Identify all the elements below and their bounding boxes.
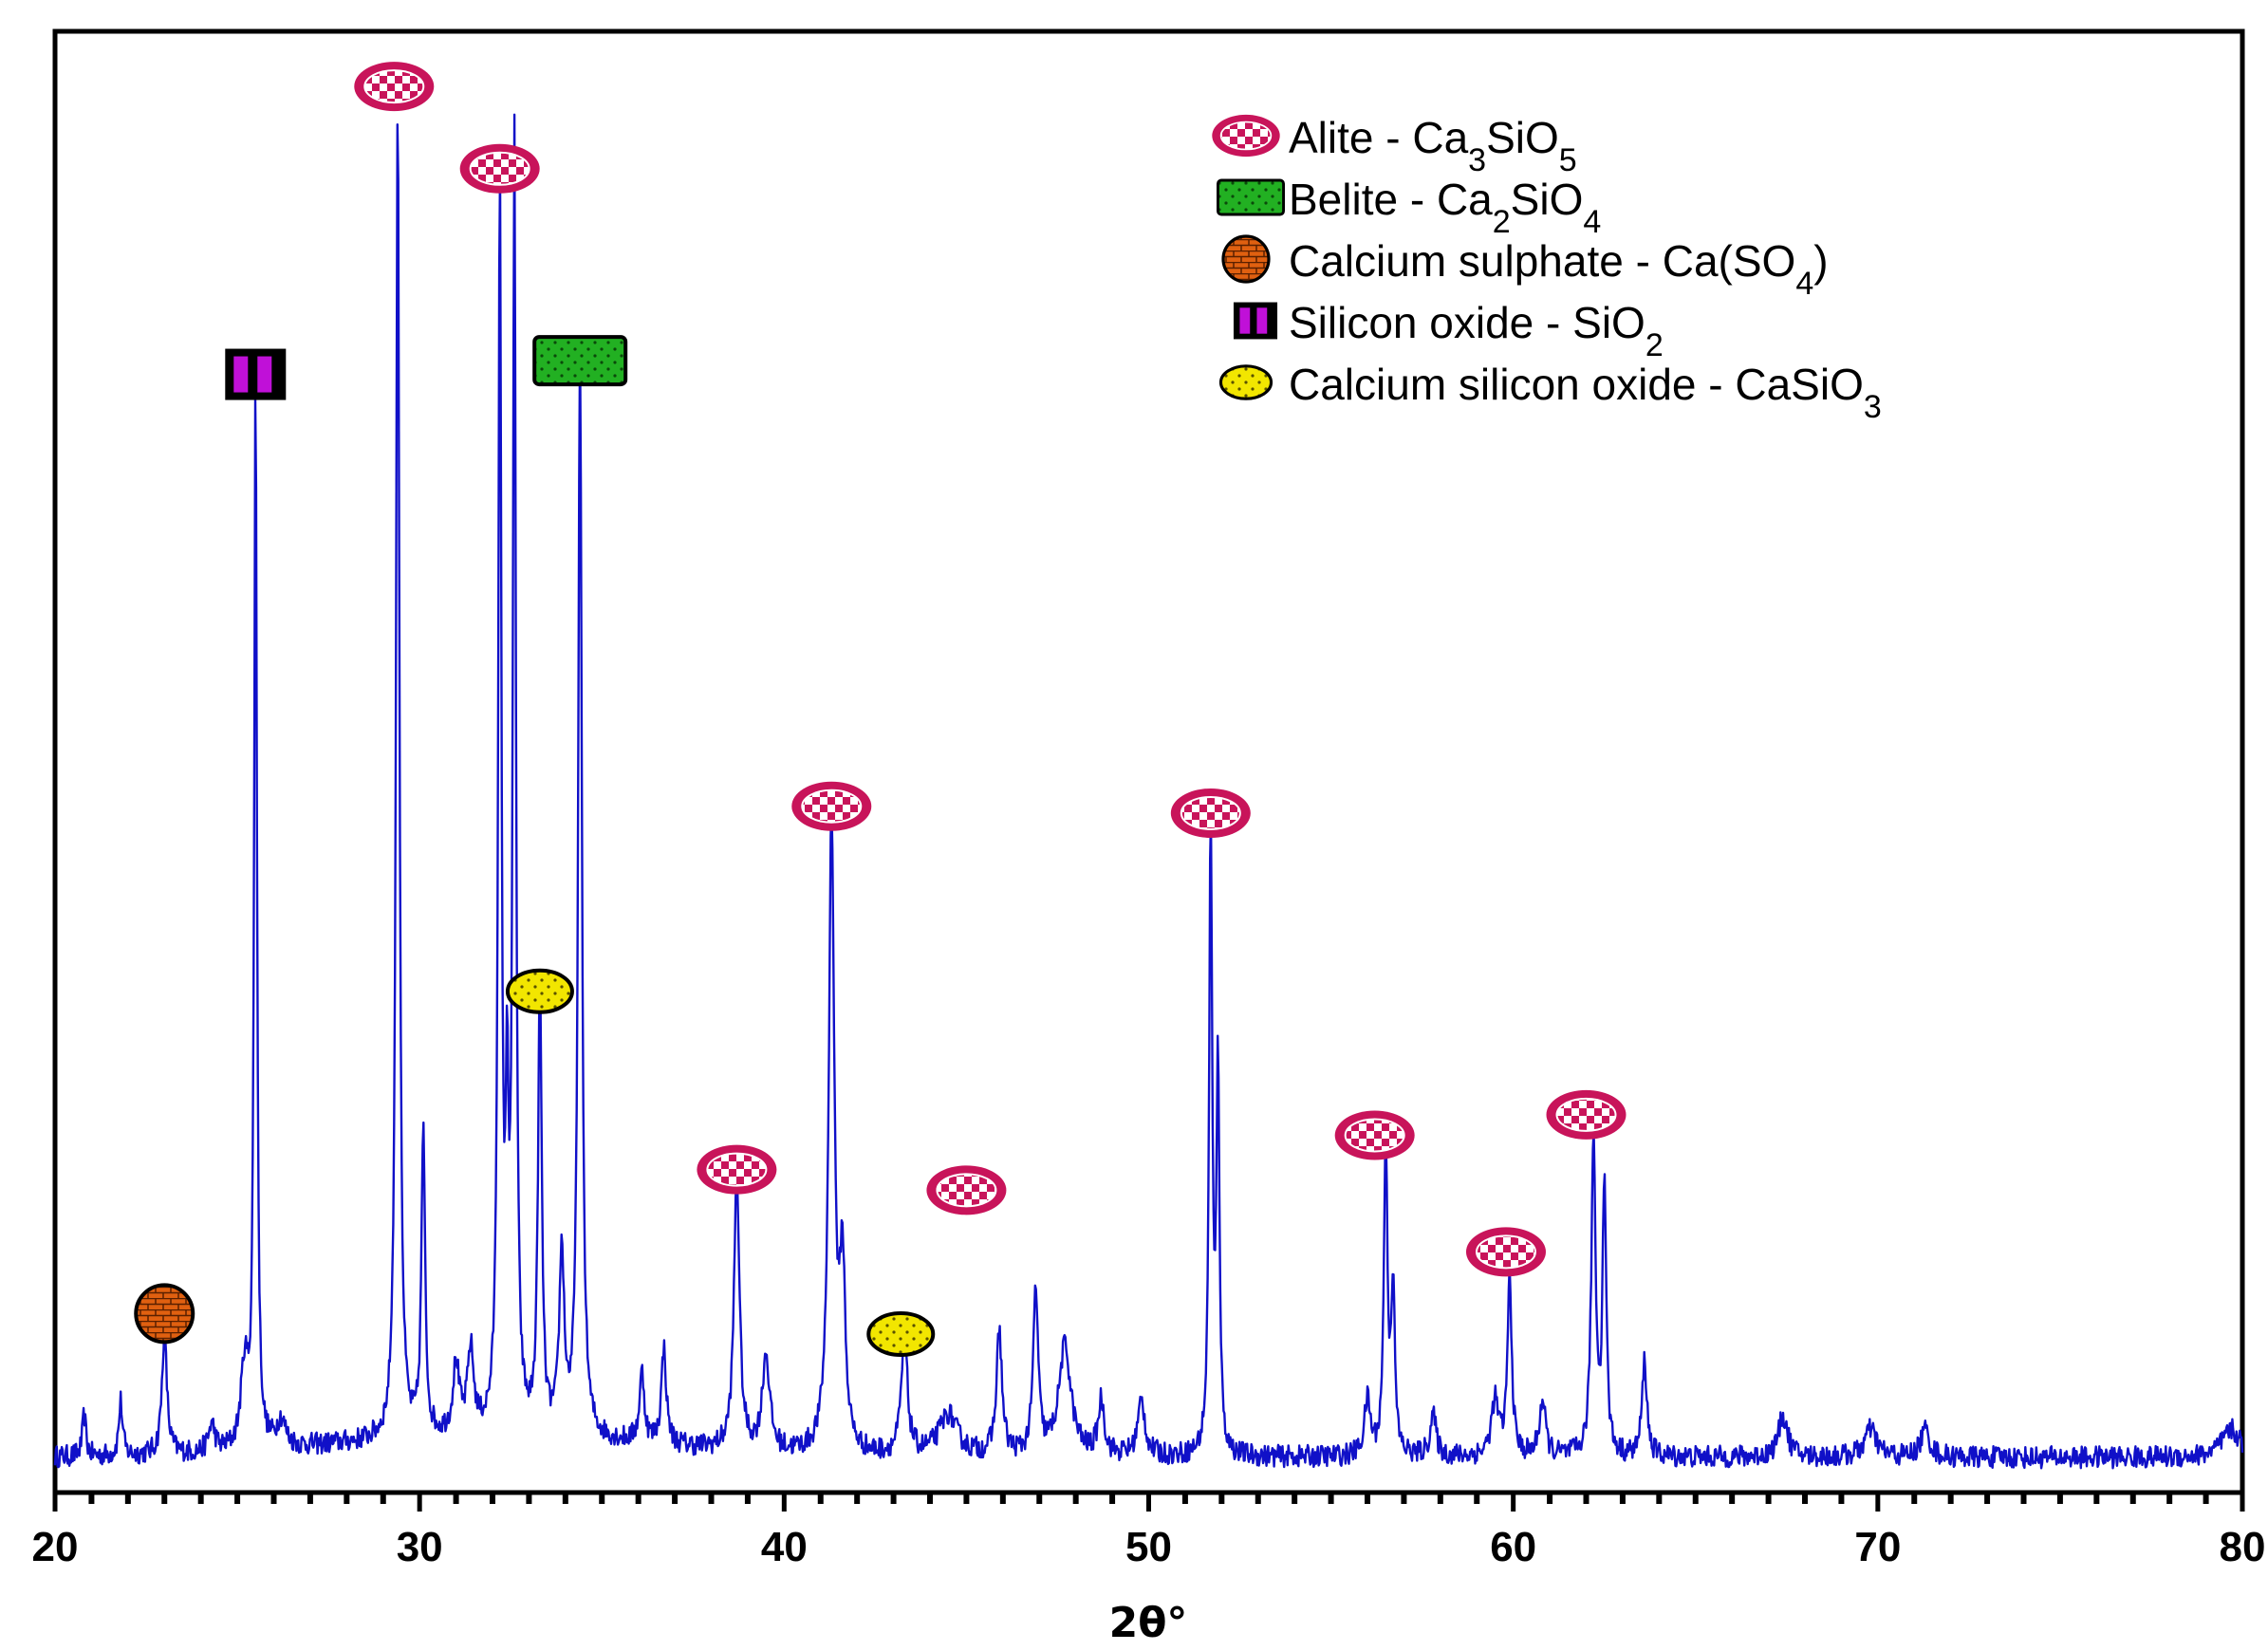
peak-markers [134, 62, 1627, 1358]
alite-peak-marker [1170, 788, 1251, 838]
x-tick-label: 50 [1125, 1524, 1172, 1570]
x-tick-label: 80 [2220, 1524, 2266, 1570]
x-axis-ticks [52, 1493, 2245, 1512]
sulphate-peak-marker [134, 1283, 195, 1345]
alite-peak-marker [791, 781, 872, 831]
wollastonite-peak-marker [505, 968, 574, 1014]
sulphate-legend-icon [1221, 234, 1271, 284]
x-tick-label: 20 [32, 1524, 79, 1570]
alite-peak-marker [1334, 1110, 1415, 1160]
legend-item-alite: Alite - Ca3SiO5 [1212, 113, 1577, 178]
x-tick-label: 60 [1490, 1524, 1536, 1570]
legend-label: Calcium silicon oxide - CaSiO3 [1289, 360, 1882, 425]
alite-peak-marker [697, 1144, 777, 1195]
wollastonite-peak-marker [866, 1311, 936, 1358]
belite-legend-icon [1216, 178, 1285, 216]
legend-item-sulphate: Calcium sulphate - Ca(SO4) [1221, 234, 1829, 302]
belite-peak-marker [532, 335, 628, 387]
silica-legend-icon [1233, 302, 1278, 340]
legend-label: Alite - Ca3SiO5 [1289, 113, 1577, 178]
legend-label: Silicon oxide - SiO2 [1289, 298, 1664, 363]
alite-peak-marker [459, 143, 540, 194]
x-tick-label: 40 [761, 1524, 808, 1570]
xrd-pattern-line [53, 113, 2244, 1470]
legend-item-belite: Belite - Ca2SiO4 [1216, 175, 1601, 240]
legend-item-silica: Silicon oxide - SiO2 [1233, 298, 1664, 363]
alite-peak-marker [1465, 1227, 1546, 1277]
alite-legend-icon [1212, 114, 1280, 158]
alite-peak-marker [926, 1165, 1007, 1215]
wollastonite-legend-icon [1218, 364, 1273, 400]
alite-peak-marker [1546, 1089, 1627, 1140]
legend-item-wollastonite: Calcium silicon oxide - CaSiO3 [1218, 360, 1882, 425]
x-axis-title: 2θ° [1109, 1599, 1188, 1647]
x-axis-tick-labels: 20 30 40 50 60 70 80 [32, 1524, 2266, 1570]
alite-peak-marker [354, 62, 435, 112]
plot-frame [52, 28, 2245, 1495]
silica-peak-marker [225, 348, 287, 400]
x-tick-label: 30 [397, 1524, 443, 1570]
legend-label: Belite - Ca2SiO4 [1289, 175, 1601, 240]
legend-label: Calcium sulphate - Ca(SO4) [1289, 236, 1829, 302]
x-tick-label: 70 [1854, 1524, 1901, 1570]
